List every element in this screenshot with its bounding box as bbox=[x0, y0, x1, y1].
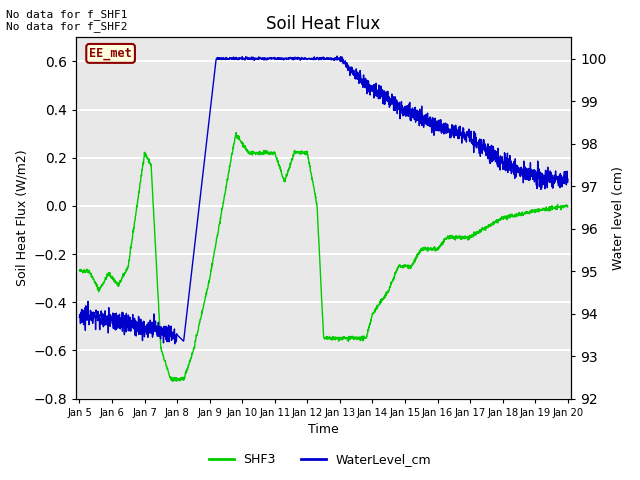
Title: Soil Heat Flux: Soil Heat Flux bbox=[266, 15, 381, 33]
Text: EE_met: EE_met bbox=[89, 47, 132, 60]
X-axis label: Time: Time bbox=[308, 423, 339, 436]
Legend: SHF3, WaterLevel_cm: SHF3, WaterLevel_cm bbox=[204, 448, 436, 471]
Text: No data for f_SHF1: No data for f_SHF1 bbox=[6, 9, 128, 20]
Y-axis label: Soil Heat Flux (W/m2): Soil Heat Flux (W/m2) bbox=[15, 150, 28, 286]
Y-axis label: Water level (cm): Water level (cm) bbox=[612, 166, 625, 270]
Text: No data for f_SHF2: No data for f_SHF2 bbox=[6, 21, 128, 32]
